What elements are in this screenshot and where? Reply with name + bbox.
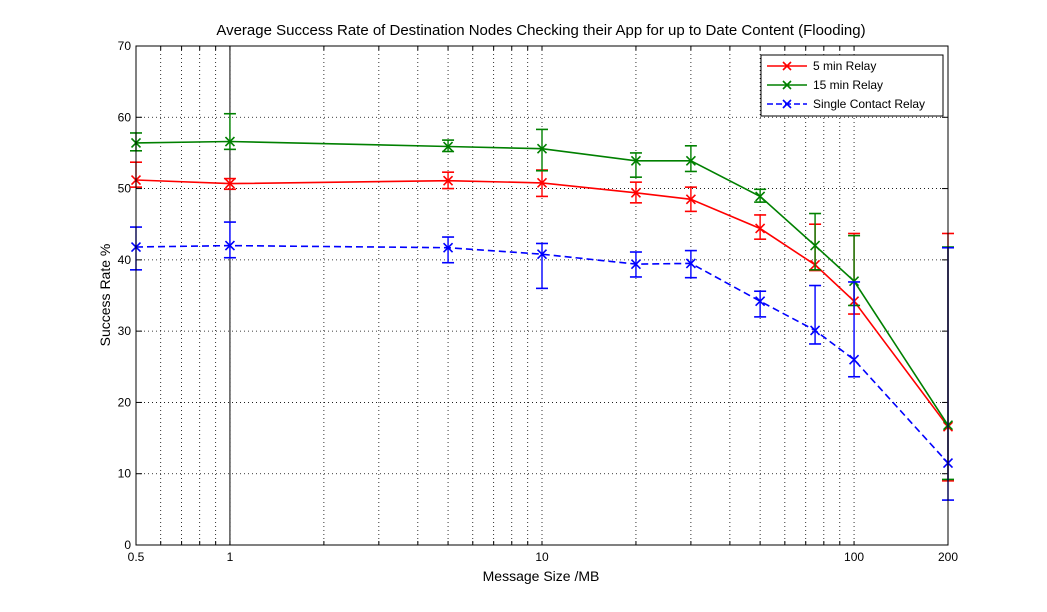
x-tick-label: 100 (844, 550, 864, 564)
data-point-marker (224, 178, 236, 189)
x-tick-label: 0.5 (128, 550, 145, 564)
legend: 5 min Relay 15 min Relay Single Contact Re… (760, 54, 944, 117)
legend-marker (782, 99, 792, 109)
data-point-marker (442, 141, 454, 152)
data-point-marker (755, 191, 766, 202)
data-point-marker (442, 175, 454, 186)
data-point-marker (685, 258, 696, 269)
y-tick-label: 50 (118, 182, 132, 196)
data-point-marker (685, 155, 696, 166)
data-point-marker (755, 223, 766, 234)
y-tick-label: 70 (118, 39, 132, 53)
data-point-marker (630, 187, 642, 198)
data-point-marker (224, 240, 236, 251)
data-point-marker (536, 177, 548, 188)
y-tick-label: 30 (118, 324, 132, 338)
legend-label: 5 min Relay (813, 59, 876, 73)
data-point-marker (685, 194, 696, 205)
data-point-marker (630, 155, 642, 166)
y-axis-label: Success Rate % (97, 244, 113, 347)
data-point-marker (810, 325, 821, 336)
series-line (135, 140, 949, 426)
data-point-marker (810, 240, 821, 251)
x-axis-label: Message Size /MB (483, 568, 600, 584)
x-tick-label: 1 (227, 550, 234, 564)
legend-marker (782, 80, 792, 90)
series-line (135, 244, 949, 464)
y-tick-label: 40 (118, 253, 132, 267)
data-point-marker (848, 354, 860, 365)
axis-ticks: 0.5 1 10 100 200 0 10 20 30 40 50 60 70 (118, 39, 959, 564)
y-tick-label: 0 (124, 538, 131, 552)
legend-marker (782, 61, 792, 71)
data-point-marker (442, 242, 454, 253)
y-tick-label: 10 (118, 467, 132, 481)
data-point-marker (536, 143, 548, 154)
y-tick-label: 20 (118, 395, 132, 409)
axes-frame (135, 45, 949, 546)
data-point-marker (755, 296, 766, 307)
y-tick-label: 60 (118, 110, 132, 124)
x-tick-label: 10 (535, 550, 549, 564)
legend-label: 15 min Relay (813, 78, 883, 92)
axes-box (135, 45, 949, 546)
chart-title: Average Success Rate of Destination Node… (216, 22, 865, 39)
legend-label: Single Contact Relay (813, 97, 925, 111)
data-point-marker (224, 136, 236, 147)
data-point-marker (536, 249, 548, 260)
series-line (135, 179, 949, 428)
data-point-marker (630, 259, 642, 270)
x-tick-label: 200 (938, 550, 958, 564)
